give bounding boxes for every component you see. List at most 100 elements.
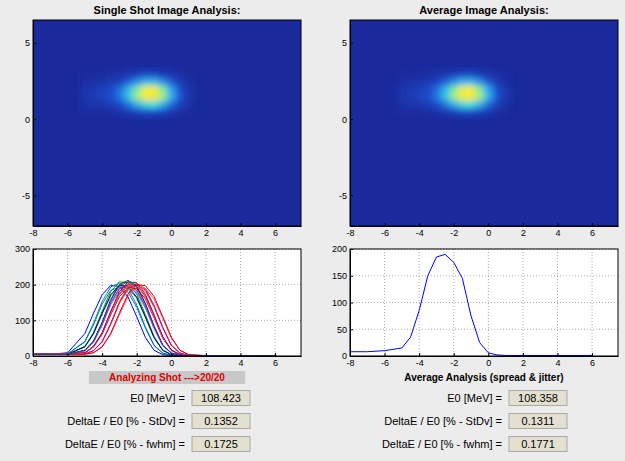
heatmap-cell [449,85,458,93]
x-tick-mark [557,223,558,226]
heatmap-cell [467,85,476,93]
x-tick-label: 4 [555,228,560,238]
x-tick-label: 6 [590,228,595,238]
x-tick-label: -6 [381,228,389,238]
heatmap-cell [432,92,441,100]
heatmap-cell [423,100,432,108]
heatmap-cell [458,85,467,93]
heatmap-cell [501,85,510,93]
grid-line [171,249,172,356]
y-tick: 100 [15,316,36,326]
x-tick-mark [454,353,455,356]
heatmap-cell [398,92,407,100]
heatmap-cell [132,77,141,85]
heatmap-cell [150,100,159,108]
heatmap-cell [406,85,415,93]
field-value: 108.358 [518,392,558,404]
heatmap-cell [176,92,185,100]
y-tick-label: 0 [25,115,30,125]
x-tick-label: 0 [169,228,174,238]
heatmap-cell [106,92,115,100]
y-tick-label: 5 [25,38,30,48]
grid-line [350,329,618,330]
series-line [350,254,592,355]
heatmap-cell [106,100,115,108]
y-tick-label: 200 [15,280,30,290]
grid-line [205,249,206,356]
x-tick: 4 [555,223,560,238]
heatmap-cell [89,92,98,100]
heatmap-cell [106,85,115,93]
plot-background [33,249,301,356]
y-tick-label: 200 [332,244,347,254]
heatmap-cell [115,100,124,108]
heatmap-cell [158,77,167,85]
x-axis-line [351,226,619,227]
y-tick: 5 [342,38,353,48]
heatmap-cell [467,100,476,108]
y-tick-mark [350,249,353,250]
heatmap-cell [467,92,476,100]
y-axis-line [33,250,34,357]
heatmap-cell [167,77,176,85]
heatmap-cell [184,100,193,108]
heatmap-cell [89,108,98,116]
x-tick-label: 2 [521,358,526,368]
x-tick: -2 [133,223,141,238]
x-tick-mark [275,353,276,356]
y-tick-label: 150 [332,271,347,281]
x-tick-label: 2 [204,358,209,368]
heatmap-cell [423,70,432,78]
field-box [509,414,567,429]
heatmap-cell [158,70,167,78]
x-tick: -2 [450,353,458,368]
x-tick-label: 0 [486,358,491,368]
y-tick-mark [350,303,353,304]
x-axis: -8-6-4-20246 [346,353,618,368]
heatmap-cell [106,77,115,85]
x-tick-mark [488,353,489,356]
heatmap-cell [184,92,193,100]
series-line [33,285,275,356]
heatmap-cell [141,70,150,78]
heatmap-cell [124,92,133,100]
x-tick: -6 [64,353,72,368]
x-tick-mark [419,223,420,226]
heatmap-cell [81,108,90,116]
heatmap-cell [475,77,484,85]
field-label: E0 [MeV] = [447,392,502,404]
x-tick-label: -8 [29,228,37,238]
x-tick-mark [523,223,524,226]
x-tick-mark [206,353,207,356]
heatmap-cell [458,108,467,116]
panel-title: Average Image Analysis: [419,4,548,16]
panel-caption: Average Analysis (spread & jitter) [404,372,563,383]
y-tick: 0 [342,351,353,361]
heatmap-cell [167,70,176,78]
x-tick-mark [171,223,172,226]
x-tick-mark [240,353,241,356]
x-tick-mark [240,223,241,226]
x-tick: 2 [521,223,526,238]
grid-line [350,275,618,276]
x-tick: 0 [169,223,174,238]
heatmap-cell [176,100,185,108]
heatmap-cell [406,92,415,100]
y-tick: 200 [332,244,353,254]
plot-frame [350,249,618,356]
x-tick-label: -6 [64,228,72,238]
heatmap-cell [501,100,510,108]
x-tick-mark [523,353,524,356]
x-tick-label: -6 [381,358,389,368]
heatmap-cell [89,70,98,78]
series-line [33,285,275,355]
field-value: 0.1725 [204,438,238,450]
x-tick: 6 [273,353,278,368]
grid-line [33,320,301,321]
heatmap-cell [398,85,407,93]
heatmap-cell [458,77,467,85]
heatmap-cell [467,70,476,78]
plot-area [350,254,592,355]
x-tick: 4 [238,353,243,368]
field-label: DeltaE / E0 [% - StDv] = [67,415,185,427]
